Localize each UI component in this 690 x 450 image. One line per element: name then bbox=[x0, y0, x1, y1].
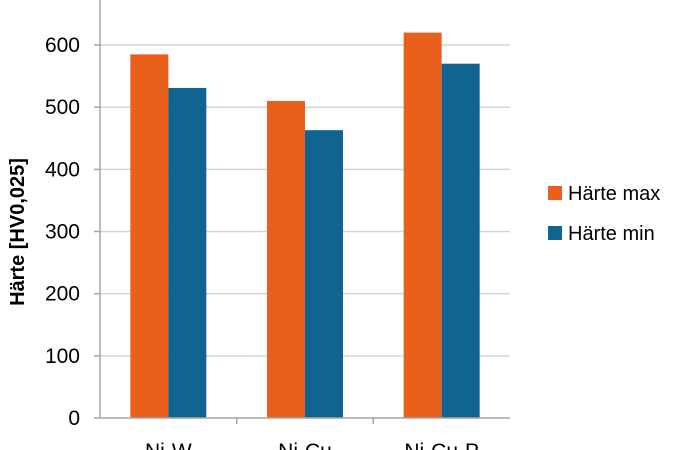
axes bbox=[94, 0, 510, 424]
bar-härte-max-ni-cu-p bbox=[403, 32, 442, 418]
legend-swatch bbox=[548, 226, 562, 240]
legend-swatch bbox=[548, 186, 562, 200]
y-tick-label: 400 bbox=[45, 158, 80, 181]
y-axis-title: Härte [HV0,025] bbox=[7, 158, 29, 306]
bar-härte-max-ni-w bbox=[130, 54, 169, 418]
bar-härte-min-ni-cu-p bbox=[441, 63, 480, 419]
x-category-labels: Ni-W Ni-Cu Ni-Cu-P bbox=[145, 440, 479, 450]
y-tick-label: 100 bbox=[45, 345, 80, 368]
bars bbox=[130, 32, 480, 419]
y-tick-label: 0 bbox=[68, 407, 80, 430]
bar-härte-min-ni-w bbox=[168, 87, 207, 419]
legend: Härte max Härte min bbox=[548, 183, 660, 245]
legend-label: Härte max bbox=[568, 183, 660, 205]
y-tick-labels: 0 100 200 300 400 500 600 bbox=[45, 34, 80, 430]
x-category-label: Ni-Cu bbox=[278, 440, 332, 450]
y-tick-label: 300 bbox=[45, 221, 80, 244]
y-tick-label: 200 bbox=[45, 283, 80, 306]
bar-härte-max-ni-cu bbox=[267, 100, 305, 418]
bar-härte-min-ni-cu bbox=[305, 130, 343, 418]
legend-label: Härte min bbox=[568, 223, 655, 245]
y-tick-label: 500 bbox=[45, 96, 80, 119]
y-tick-label: 600 bbox=[45, 34, 80, 57]
x-category-label: Ni-W bbox=[145, 440, 192, 450]
x-category-label: Ni-Cu-P bbox=[404, 440, 479, 450]
